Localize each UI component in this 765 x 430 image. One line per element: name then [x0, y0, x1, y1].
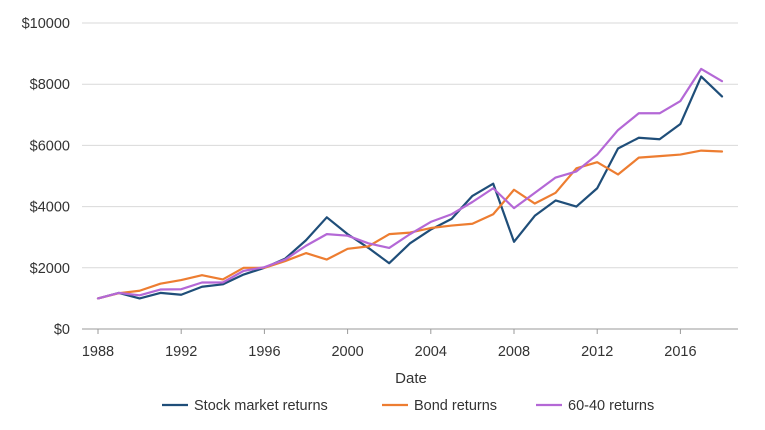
y-tick-label: $4000	[30, 200, 70, 216]
x-tick-label: 1992	[165, 344, 197, 360]
legend-label: Stock market returns	[194, 398, 328, 414]
legend-item: 60-40 returns	[536, 398, 654, 414]
legend: Stock market returns Bond returns 60-40 re…	[162, 398, 654, 414]
legend-item: Stock market returns	[162, 398, 328, 414]
x-axis-title: Date	[395, 370, 427, 387]
x-tick-label: 1988	[82, 344, 114, 360]
x-tick-label: 2012	[581, 344, 613, 360]
x-axis-ticks	[97, 329, 681, 334]
gridlines	[82, 22, 738, 269]
legend-item: Bond returns	[382, 398, 497, 414]
series-line-3	[96, 67, 724, 300]
x-tick-label: 2008	[498, 344, 530, 360]
y-axis-labels: $0 $2000 $4000 $6000 $8000 $10000	[22, 16, 70, 338]
series-line-2	[96, 149, 724, 300]
series-lines	[96, 67, 724, 300]
x-tick-label: 2000	[331, 344, 363, 360]
x-tick-label: 1996	[248, 344, 280, 360]
y-tick-label: $6000	[30, 138, 70, 154]
legend-label: 60-40 returns	[568, 398, 654, 414]
x-tick-label: 2016	[664, 344, 696, 360]
x-axis-labels: 1988 1992 1996 2000 2004 2008 2012 2016	[82, 344, 697, 360]
x-tick-label: 2004	[415, 344, 447, 360]
y-tick-label: $10000	[22, 16, 70, 32]
y-tick-label: $0	[54, 322, 70, 338]
y-tick-label: $8000	[30, 77, 70, 93]
y-tick-label: $2000	[30, 261, 70, 277]
legend-label: Bond returns	[414, 398, 497, 414]
series-line-1	[96, 75, 724, 300]
